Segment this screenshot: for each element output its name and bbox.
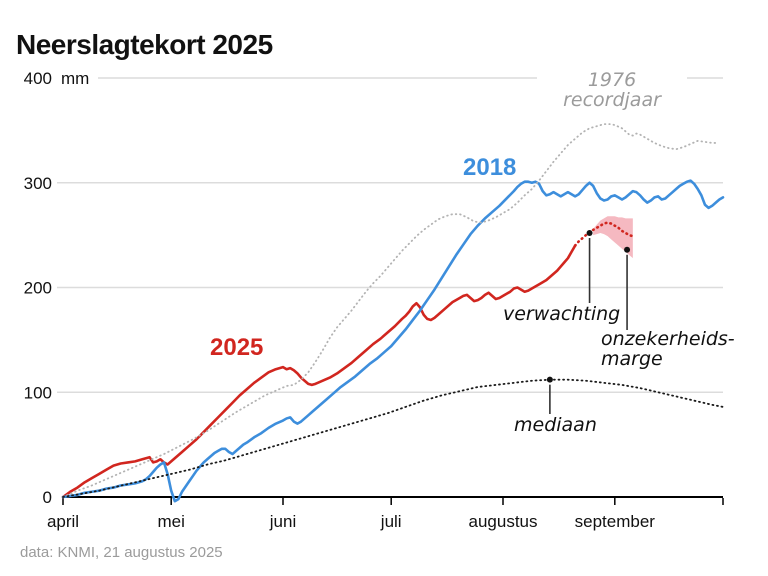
svg-text:juli: juli [380,512,402,531]
series-label-1976-recordjaar: 1976 recordjaar [537,70,687,112]
svg-text:september: september [575,512,656,531]
svg-text:april: april [47,512,79,531]
svg-text:400: 400 [24,69,52,88]
uncertainty-label-line2: marge [601,347,663,370]
svg-text:augustus: augustus [469,512,538,531]
svg-text:mei: mei [157,512,184,531]
svg-text:0: 0 [43,488,52,507]
label-1976-year: 1976 [587,69,637,91]
svg-text:juni: juni [269,512,296,531]
forecast-label: verwachting [503,303,621,325]
svg-text:200: 200 [24,279,52,298]
page-title: Neerslagtekort 2025 [16,28,273,60]
series-label-2025: 2025 [210,334,264,361]
label-1976-recordjaar: recordjaar [563,88,661,111]
median-label: mediaan [514,414,597,436]
svg-text:100: 100 [24,383,52,402]
uncertainty-label: onzekerheids- marge [601,328,735,370]
data-source: data: KNMI, 21 augustus 2025 [20,544,223,561]
svg-text:mm: mm [61,69,89,88]
series-label-2018: 2018 [463,154,517,181]
svg-text:300: 300 [24,174,52,193]
uncertainty-label-line1: onzekerheids- [601,328,735,350]
